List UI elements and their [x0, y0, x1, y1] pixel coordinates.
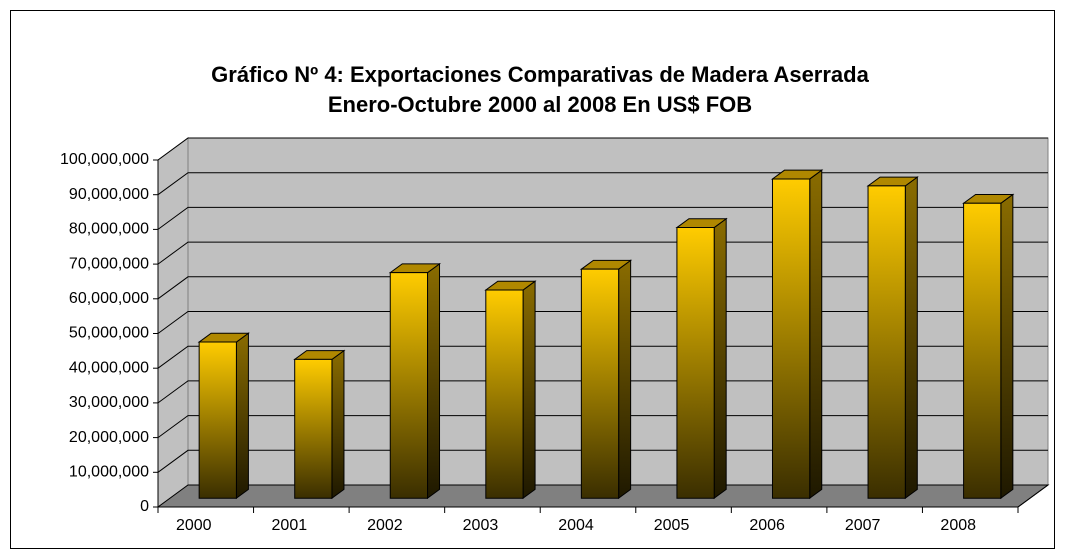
x-tick-label: 2006 [749, 517, 785, 534]
grid-line [157, 311, 1048, 334]
grid-line [157, 380, 1048, 404]
x-tick-label: 2000 [176, 517, 212, 534]
x-tick-label: 2003 [463, 517, 499, 534]
bar-side [618, 259, 632, 500]
bar-side [1000, 193, 1014, 500]
y-tick-label: 30,000,000 [69, 394, 149, 411]
bar-front [485, 289, 524, 499]
bar-side [904, 176, 918, 500]
bar-front [771, 178, 811, 499]
grid-line [157, 449, 1048, 473]
bar-side [809, 169, 823, 500]
bar-front [294, 358, 333, 499]
chart-title: Gráfico Nº 4: Exportaciones Comparativas… [211, 62, 869, 87]
bar [197, 332, 250, 500]
bar-side [235, 332, 249, 500]
x-tick-label: 2007 [845, 517, 881, 534]
grid-line [157, 172, 1048, 196]
x-tick-label: 2001 [272, 517, 308, 534]
bar [962, 193, 1015, 500]
y-tick-label: 50,000,000 [69, 325, 149, 342]
y-tick-label: 80,000,000 [69, 221, 149, 238]
bar-front [867, 185, 906, 499]
x-tick-label: 2002 [367, 517, 403, 534]
bar-side [427, 262, 441, 500]
bar-side [522, 280, 536, 500]
y-tick-label: 40,000,000 [69, 359, 149, 376]
bar-side [713, 217, 727, 500]
grid-line [157, 137, 1048, 161]
bar-front [963, 202, 1002, 499]
y-tick-label: 90,000,000 [69, 186, 149, 203]
bar [484, 280, 537, 500]
x-tick-label: 2004 [558, 517, 594, 534]
x-tick-label: 2005 [654, 517, 690, 534]
chart-title: Enero-Octubre 2000 al 2008 En US$ FOB [328, 92, 752, 117]
grid-line [157, 276, 1048, 300]
bar-side [331, 349, 345, 500]
bar [293, 349, 346, 500]
grid-line [157, 345, 1048, 369]
bar [866, 176, 919, 500]
floor-edge [1017, 484, 1049, 508]
y-tick-label: 70,000,000 [69, 255, 149, 272]
grid-line [157, 206, 1048, 230]
y-tick-label: 20,000,000 [69, 429, 149, 446]
x-tick-label: 2008 [940, 517, 976, 534]
y-tick-label: 100,000,000 [60, 151, 149, 168]
y-tick-label: 0 [140, 498, 149, 515]
grid-line [157, 241, 1048, 265]
bar-front [198, 341, 237, 499]
grid-line [157, 415, 1048, 439]
bar [388, 262, 442, 500]
bar-front [389, 272, 429, 499]
bar-front [580, 268, 620, 499]
bar [770, 169, 824, 500]
y-tick-label: 60,000,000 [69, 290, 149, 307]
bar [579, 259, 633, 500]
bar [675, 217, 728, 500]
y-tick-label: 10,000,000 [69, 464, 149, 481]
bar-front [676, 227, 715, 499]
